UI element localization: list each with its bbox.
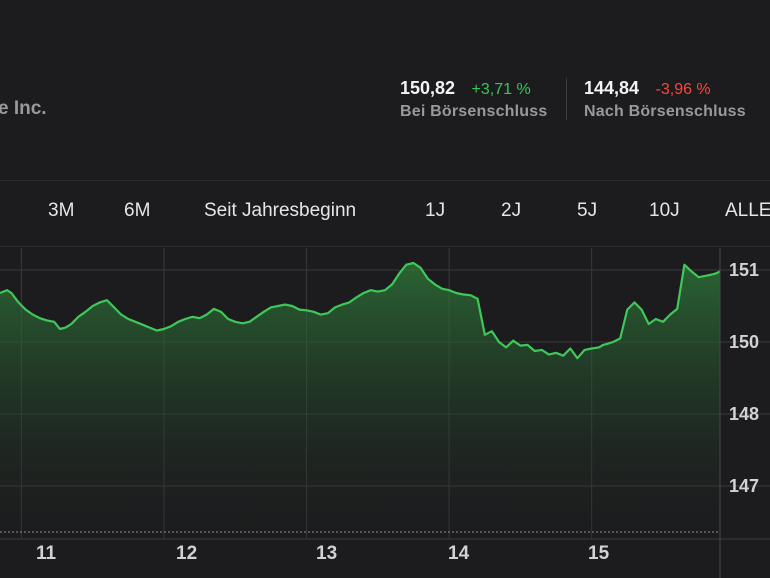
x-tick-label-14: 14 <box>448 543 470 564</box>
y-tick-label-151: 151 <box>729 260 760 280</box>
after-hours-quote: 144,84 -3,96 % Nach Börsenschluss <box>584 78 746 121</box>
y-tick-label-147: 147 <box>729 476 760 496</box>
tab-2y[interactable]: 2J <box>501 200 522 221</box>
y-tick-label-148: 148 <box>729 404 760 424</box>
tab-10y[interactable]: 10J <box>649 200 680 221</box>
x-tick-label-15: 15 <box>588 543 610 564</box>
close-change: +3,71 % <box>471 81 531 98</box>
tab-5y[interactable]: 5J <box>577 200 598 221</box>
close-quote: 150,82 +3,71 % Bei Börsenschluss <box>400 78 547 121</box>
company-name: e Inc. <box>0 98 47 119</box>
chart-top-divider <box>0 246 770 247</box>
tab-all[interactable]: ALLE <box>725 200 770 221</box>
divider <box>0 180 770 181</box>
tab-ytd[interactable]: Seit Jahresbeginn <box>204 200 357 221</box>
after-hours-label: Nach Börsenschluss <box>584 103 746 120</box>
price-line <box>0 261 721 360</box>
tab-6m[interactable]: 6M <box>124 200 151 221</box>
tab-3m[interactable]: 3M <box>48 200 75 221</box>
x-tick-label-11: 11 <box>36 543 57 564</box>
x-tick-label-12: 12 <box>176 543 198 564</box>
after-hours-change: -3,96 % <box>655 81 711 98</box>
y-tick-label-150: 150 <box>729 332 760 352</box>
close-label: Bei Börsenschluss <box>400 103 548 120</box>
x-tick-label-13: 13 <box>316 543 338 564</box>
quote-divider <box>566 78 567 120</box>
tab-1y[interactable]: 1J <box>425 200 446 221</box>
price-area <box>0 263 720 539</box>
time-range-tabs: 3M 6M Seit Jahresbeginn 1J 2J 5J 10J ALL… <box>0 200 770 228</box>
close-price: 150,82 <box>400 78 456 98</box>
after-hours-price: 144,84 <box>584 78 640 98</box>
